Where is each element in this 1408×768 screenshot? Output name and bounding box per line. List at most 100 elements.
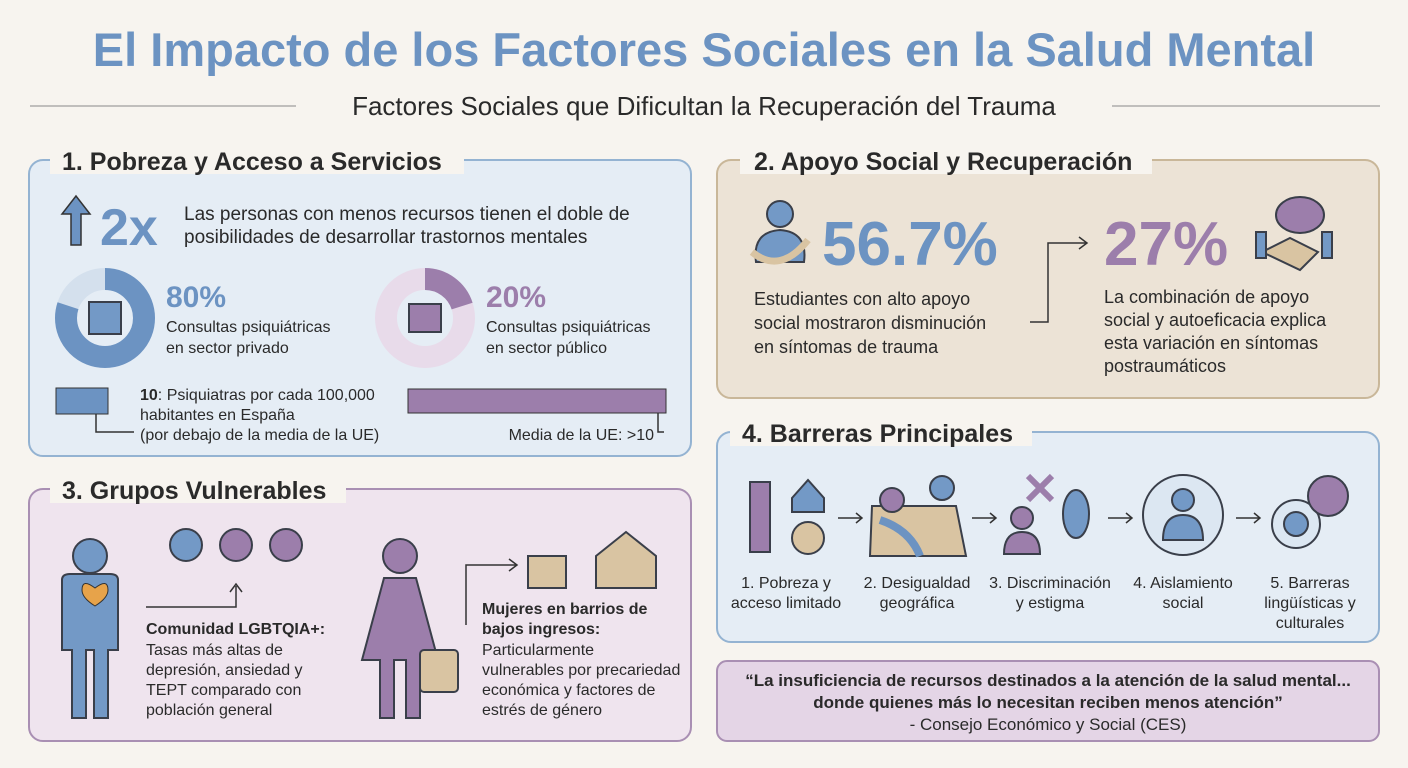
house-icon: [595, 530, 657, 589]
barrier-label: 3. Discriminación: [989, 575, 1111, 592]
heading: 1. Pobreza y Acceso a Servicios: [62, 148, 442, 176]
stat-text: social y autoeficacia explica: [1104, 310, 1327, 330]
building-icon: [88, 301, 122, 335]
stat-text: en sector privado: [166, 340, 289, 357]
person-icon: [72, 538, 108, 574]
arrow: [1030, 236, 1089, 323]
head-icon: [169, 528, 203, 562]
pin-icon: [929, 475, 955, 501]
stat: 80%: [166, 281, 226, 314]
barrier-label: y estigma: [1016, 595, 1085, 612]
sleeve: [1321, 231, 1333, 259]
heading-bg: [740, 148, 1152, 174]
connector: [95, 414, 134, 433]
ear-icon: [1062, 489, 1090, 539]
barrier-labels: 1. Pobreza y acceso limitado 2. Desigualda…: [731, 575, 1356, 632]
barrier-label: geográfica: [880, 595, 955, 612]
barrier-label: 2. Desigualdad: [864, 575, 971, 592]
group-text: depresión, ansiedad y: [146, 662, 303, 679]
group-text: Tasas más altas de: [146, 642, 283, 659]
person-icon: [1161, 513, 1205, 541]
description: Las personas con menos recursos tienen e…: [184, 204, 630, 225]
quote-box: [716, 660, 1380, 742]
money-icon: [791, 521, 825, 555]
panel: [716, 431, 1380, 643]
barrier-label: 4. Aislamiento: [1133, 575, 1233, 592]
stat-text: en síntomas de trauma: [754, 337, 939, 357]
quote: “La insuficiencia de recursos destinados…: [745, 671, 1351, 690]
description: posibilidades de desarrollar trastornos …: [184, 227, 587, 248]
group-text: económica y factores de: [482, 682, 656, 699]
stat-text: Estudiantes con alto apoyo: [754, 289, 970, 309]
heading: 4. Barreras Principales: [742, 420, 1013, 448]
head-icon: [219, 528, 253, 562]
barrier-icons: [749, 473, 1349, 558]
text: habitantes en España: [140, 407, 295, 424]
title: El Impacto de los Factores Sociales en l…: [93, 23, 1315, 76]
pin-icon: [879, 487, 905, 513]
quote-source: - Consejo Económico y Social (CES): [910, 715, 1187, 734]
up-arrow: [60, 194, 92, 246]
group-text: Particularmente: [482, 642, 594, 659]
text: : Psiquiatras por cada 100,000: [158, 387, 375, 404]
stat: 56.7%: [822, 210, 998, 279]
arrow: [146, 582, 243, 608]
group-text: TEPT comparado con: [146, 682, 301, 699]
multiplier: 2x: [100, 199, 158, 257]
barrier-label: 5. Barreras: [1270, 575, 1349, 592]
group-title: Mujeres en barrios de: [482, 601, 647, 618]
group-title: Comunidad LGBTQIA+:: [146, 621, 325, 638]
quote: donde quienes más lo necesitan reciben m…: [813, 693, 1283, 712]
group-text: vulnerables por precariedad: [482, 662, 680, 679]
question-icon: [1307, 475, 1349, 517]
text: (por debajo de la media de la UE): [140, 427, 379, 444]
ladder-icon: [749, 481, 771, 553]
heading-bg: [730, 420, 1032, 446]
barrier-label: lingüísticas y: [1264, 595, 1356, 612]
stat-text: La combinación de apoyo: [1104, 287, 1309, 307]
stat-text: social mostraron disminución: [754, 313, 986, 333]
heading: 2. Apoyo Social y Recuperación: [754, 148, 1132, 176]
group-text: población general: [146, 702, 272, 719]
stat-text: en sector público: [486, 340, 607, 357]
person-icon: [61, 573, 119, 719]
handshake-icon: [1259, 236, 1320, 272]
donut-arc: [55, 268, 155, 368]
barrier-label: 1. Pobreza y: [741, 575, 831, 592]
bar: [55, 387, 109, 415]
person-icon: [1171, 488, 1195, 512]
donut-arc: [375, 268, 475, 368]
connector: [657, 413, 664, 433]
stat-text: Consultas psiquiátricas: [486, 319, 651, 336]
number: 10: [140, 387, 158, 404]
stat-text: esta variación en síntomas: [1104, 333, 1318, 353]
heading-bg: [50, 477, 346, 503]
eu-average: Media de la UE: >10: [509, 427, 655, 444]
heart-icon: [81, 583, 109, 607]
stat-text: Consultas psiquiátricas: [166, 319, 331, 336]
globe-icon: [1283, 511, 1309, 537]
stat: 27%: [1104, 210, 1228, 279]
barrier-label: social: [1163, 595, 1204, 612]
arrows: [838, 512, 1262, 524]
barrier-label: culturales: [1276, 615, 1344, 632]
hug-icon: [749, 237, 811, 265]
river-icon: [878, 516, 924, 558]
head-icon: [269, 528, 303, 562]
stat-text: postraumáticos: [1104, 356, 1226, 376]
psychiatrists: 10: Psiquiatras por cada 100,000: [140, 387, 375, 404]
person-icon: [1010, 506, 1034, 530]
x-icon: [1025, 473, 1055, 503]
arrow: [465, 558, 519, 625]
building-icon: [408, 303, 442, 333]
woman-icon: [382, 538, 418, 574]
map-icon: [868, 505, 968, 557]
brain-icon: [1275, 196, 1325, 234]
house-icon: [791, 478, 825, 513]
group-text: estrés de género: [482, 702, 602, 719]
person-icon: [1002, 530, 1042, 555]
bag-icon: [527, 555, 567, 589]
bag-icon: [419, 649, 459, 693]
stat: 20%: [486, 281, 546, 314]
